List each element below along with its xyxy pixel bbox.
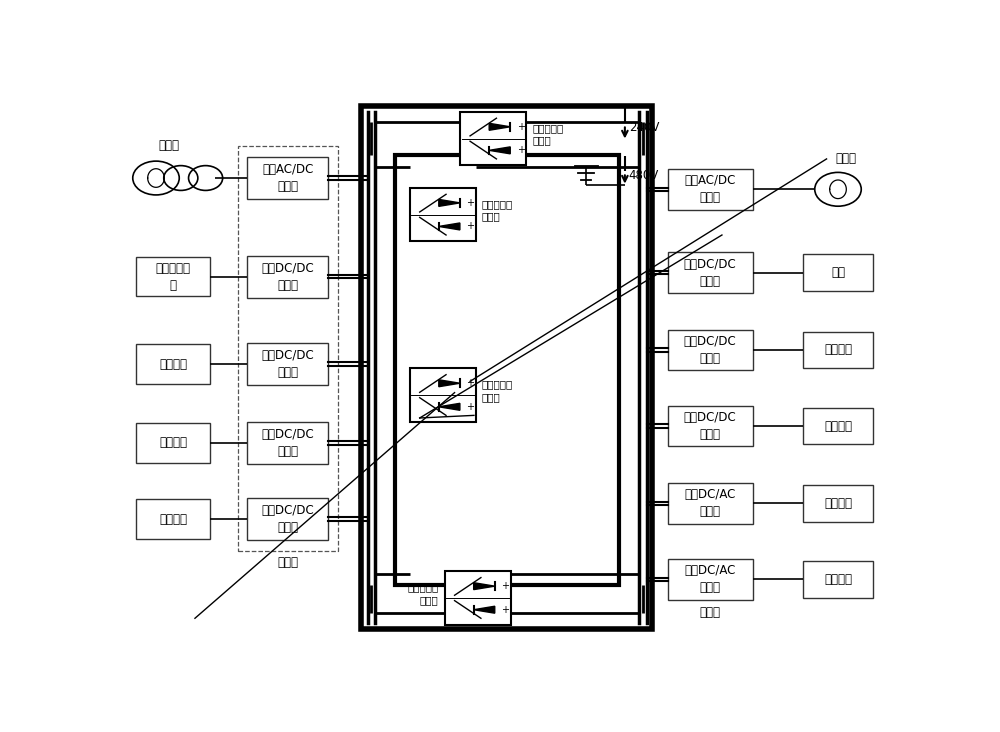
Text: +: + [501,581,509,591]
Bar [668,169,753,209]
Polygon shape [474,606,495,613]
Bar [238,146,338,551]
Bar [460,112,526,165]
Polygon shape [439,223,460,230]
Text: 直流负载: 直流负载 [824,419,852,433]
Bar [668,406,753,447]
Bar [803,332,873,368]
Bar [247,422,328,464]
Text: +: + [517,122,525,132]
Text: 单向DC/DC
变换器: 单向DC/DC 变换器 [684,411,736,441]
Bar [136,257,210,296]
Text: 单向DC/DC
变换器: 单向DC/DC 变换器 [261,261,314,291]
Text: 双向DC/DC
变换器: 双向DC/DC 变换器 [261,349,314,379]
Text: 混合式限流
断路器: 混合式限流 断路器 [482,379,513,402]
Text: +: + [466,402,474,412]
Text: 光伏: 光伏 [831,266,845,279]
Text: +: + [517,146,525,155]
Text: 混合式限流
断路器: 混合式限流 断路器 [532,123,564,146]
Text: 双向AC/DC
变换器: 双向AC/DC 变换器 [262,163,313,193]
Text: 240V: 240V [629,121,659,134]
Bar [803,255,873,291]
Text: 混合式限流
断路器: 混合式限流 断路器 [482,199,513,222]
Text: 直流负载: 直流负载 [159,436,187,449]
Text: 480V: 480V [629,168,659,182]
Bar [668,483,753,523]
Text: 直流负载: 直流负载 [159,512,187,526]
Bar [668,329,753,370]
Polygon shape [474,583,495,590]
Text: 单向DC/DC
变换器: 单向DC/DC 变换器 [261,504,314,534]
Text: 单向DC/DC
变换器: 单向DC/DC 变换器 [684,258,736,288]
Polygon shape [489,123,510,130]
Text: +: + [466,222,474,231]
Bar [361,106,652,629]
Text: 三相DC/AC
变换器: 三相DC/AC 变换器 [684,488,736,518]
Bar [803,408,873,444]
Polygon shape [439,199,460,206]
Text: 交流负载: 交流负载 [824,573,852,586]
Text: 单相DC/AC
变换器: 单相DC/AC 变换器 [684,564,736,594]
Bar [803,485,873,522]
Text: 光伏发电系
统: 光伏发电系 统 [156,261,191,291]
Bar [247,498,328,540]
Text: 混合式限流
断路器: 混合式限流 断路器 [407,583,438,605]
Bar [395,155,619,585]
Bar [668,253,753,293]
Text: +: + [466,378,474,388]
Text: 内燃机: 内燃机 [835,152,856,165]
Text: 内燃机: 内燃机 [159,139,180,152]
Bar [410,368,476,422]
Text: 单向DC/DC
变换器: 单向DC/DC 变换器 [684,335,736,365]
Bar [247,343,328,385]
Polygon shape [439,403,460,410]
Bar [136,423,210,463]
Bar [410,188,476,242]
Text: 变换器: 变换器 [700,605,721,619]
Bar [668,559,753,600]
Text: 单向DC/DC
变换器: 单向DC/DC 变换器 [261,428,314,458]
Text: 直流负载: 直流负载 [824,343,852,356]
Bar [803,561,873,597]
Polygon shape [489,147,510,154]
Bar [247,157,328,199]
Bar [136,499,210,539]
Text: +: + [466,198,474,208]
Text: +: + [501,605,509,615]
Text: 交流负载: 交流负载 [824,497,852,509]
Text: 单向AC/DC
变换器: 单向AC/DC 变换器 [684,174,736,204]
Text: 储能电源: 储能电源 [159,357,187,370]
Text: 变换器: 变换器 [277,556,298,569]
Bar [247,255,328,298]
Polygon shape [439,380,460,386]
Bar [136,344,210,384]
Bar [445,571,511,624]
